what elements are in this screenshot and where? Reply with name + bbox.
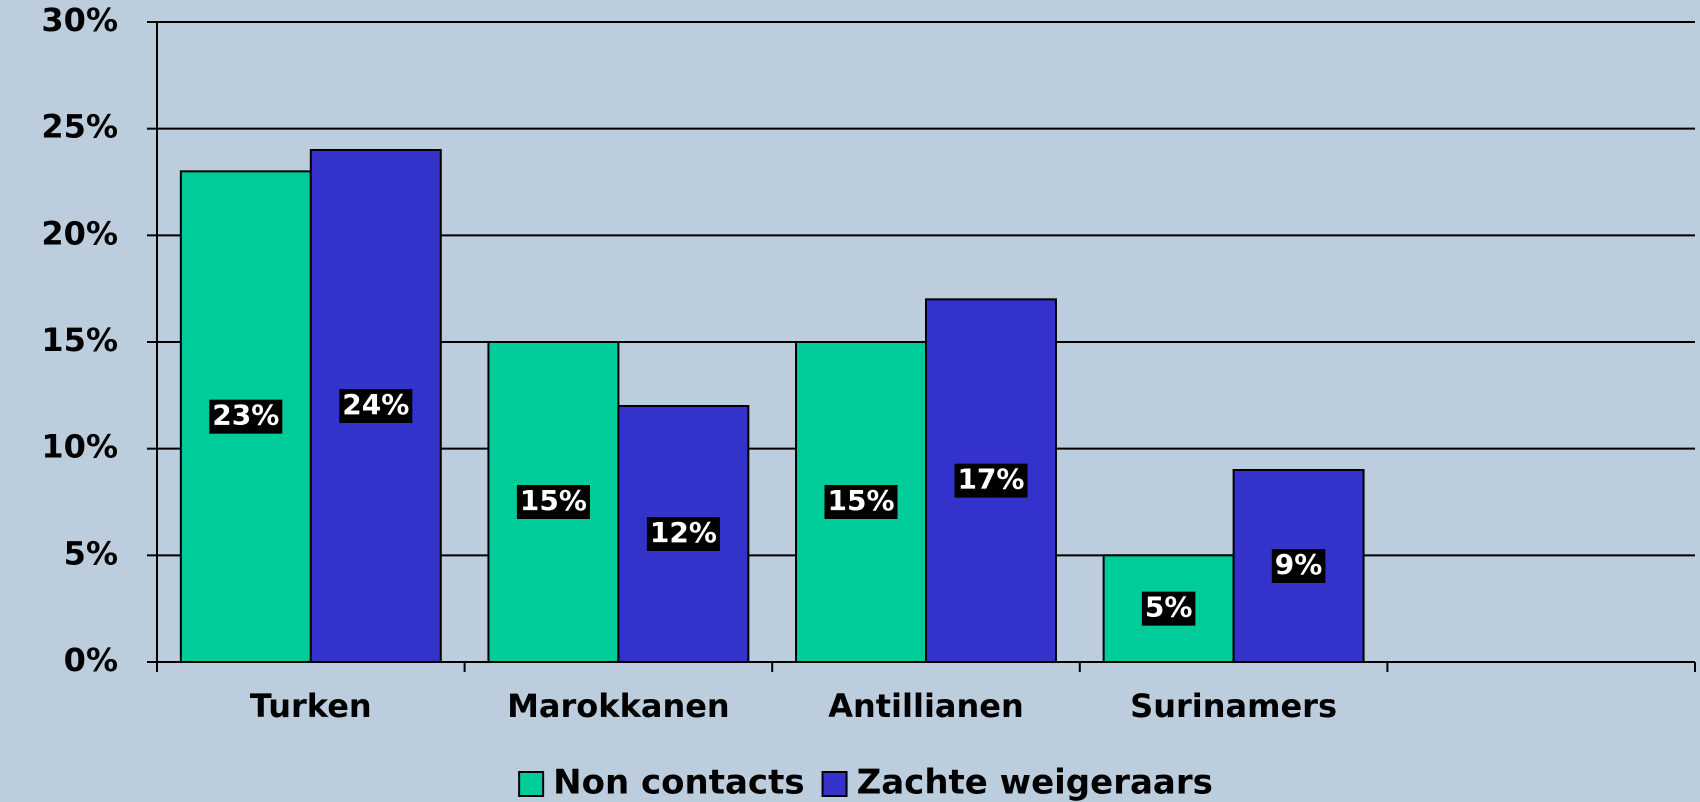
value-label: 15% <box>520 484 587 517</box>
legend-swatch <box>518 771 545 797</box>
y-tick-label: 0% <box>64 641 118 679</box>
value-label-bg <box>1271 549 1326 583</box>
value-label-bg <box>339 389 413 423</box>
x-tick-label: Marokkanen <box>507 687 730 725</box>
value-label-bg <box>824 485 898 519</box>
x-tick-label: Surinamers <box>1130 687 1337 725</box>
value-label: 24% <box>342 388 409 421</box>
legend-label: Zachte weigeraars <box>857 763 1213 802</box>
value-label-bg <box>1141 591 1196 626</box>
value-label-bg <box>516 485 590 519</box>
value-label: 9% <box>1275 548 1323 581</box>
y-tick-label: 15% <box>41 321 118 359</box>
y-tick-label: 20% <box>41 214 118 252</box>
value-label: 15% <box>828 484 895 517</box>
value-label: 17% <box>957 463 1024 496</box>
y-tick-label: 25% <box>41 108 118 146</box>
legend-swatch <box>821 771 848 797</box>
x-tick-label: Antillianen <box>828 687 1024 725</box>
value-label: 12% <box>650 516 717 549</box>
x-tick-label: Turken <box>250 687 372 725</box>
value-label: 23% <box>212 399 279 432</box>
value-label-bg <box>646 517 720 551</box>
y-tick-label: 30% <box>41 1 118 39</box>
legend-label: Non contacts <box>553 763 804 802</box>
value-label-bg <box>209 399 283 434</box>
value-label-bg <box>954 463 1028 498</box>
value-label: 5% <box>1145 591 1193 624</box>
y-tick-label: 5% <box>64 534 118 572</box>
y-tick-label: 10% <box>41 428 118 466</box>
